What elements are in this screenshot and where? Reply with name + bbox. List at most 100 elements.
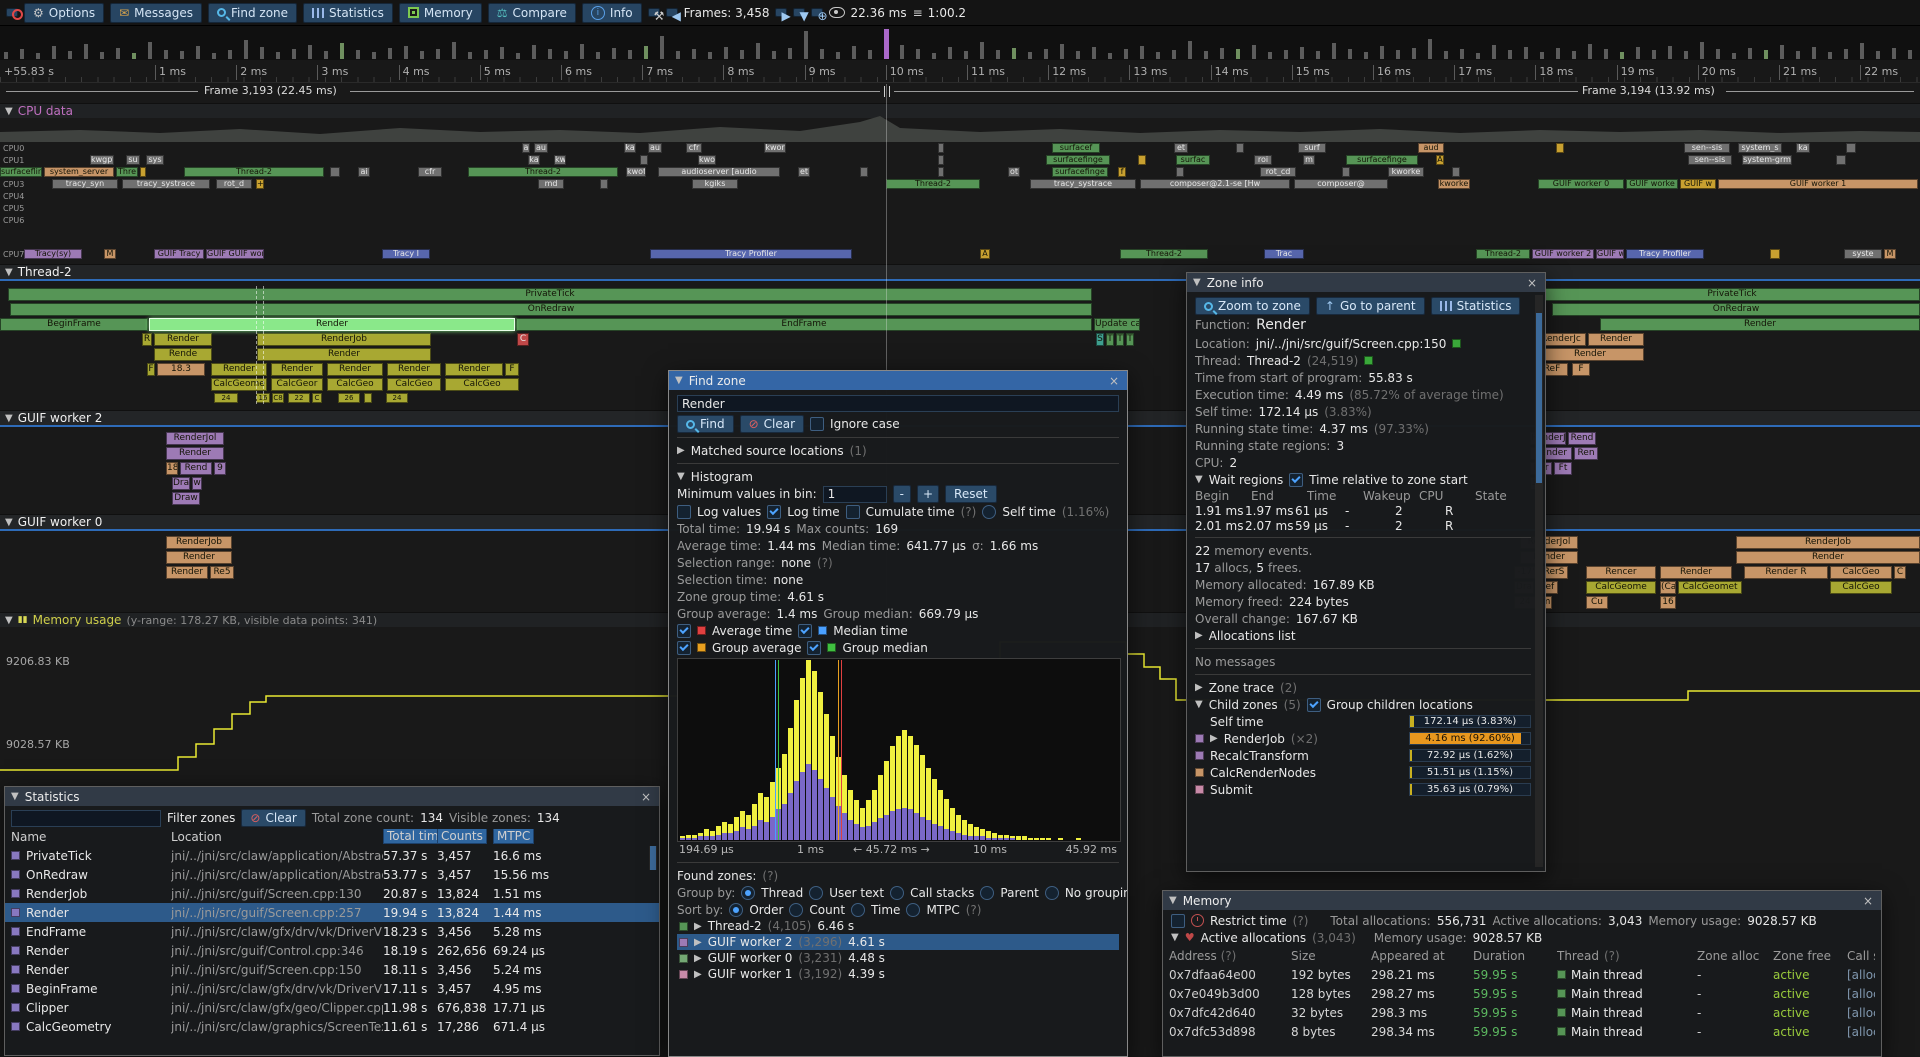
collapse-icon[interactable]: ▼ xyxy=(5,516,13,528)
zone[interactable] xyxy=(1556,143,1564,153)
zone[interactable]: m xyxy=(1303,155,1315,165)
zone[interactable]: aud xyxy=(1418,143,1444,153)
call-stack-link[interactable]: [alloc] xyxy=(1847,986,1875,1001)
frame-bar[interactable] xyxy=(1236,49,1240,59)
table-row[interactable]: BeginFrame jni/../jni/src/claw/gfx/drv/vk… xyxy=(5,979,659,998)
zone[interactable]: BeginFrame xyxy=(0,318,148,331)
expand-icon[interactable]: ▶ xyxy=(694,920,702,932)
frame-bar[interactable] xyxy=(244,40,248,59)
zone[interactable]: system_s xyxy=(1738,143,1782,153)
frame-bar[interactable] xyxy=(1588,44,1592,59)
frame-bar[interactable] xyxy=(900,45,904,59)
frame-bar[interactable] xyxy=(388,48,392,59)
frame-bar[interactable] xyxy=(724,47,728,59)
frame-bar[interactable] xyxy=(340,43,344,59)
zone[interactable]: Render xyxy=(445,363,503,376)
frame-bar[interactable] xyxy=(1124,49,1128,59)
frame-bar[interactable] xyxy=(772,51,776,59)
frame-bar[interactable] xyxy=(1460,49,1464,59)
radio-user-text[interactable] xyxy=(809,885,824,900)
close-icon[interactable]: × xyxy=(1862,893,1874,908)
child-zone-row[interactable]: Self time 172.14 µs (3.83%) xyxy=(1195,713,1531,730)
frame-bar[interactable] xyxy=(1540,52,1544,59)
zone[interactable]: F xyxy=(147,363,155,376)
zone[interactable]: kw xyxy=(554,155,566,165)
zone[interactable]: RenderJob xyxy=(1736,536,1920,549)
frame-bar[interactable] xyxy=(644,46,648,59)
frame-bar[interactable] xyxy=(1572,51,1576,59)
frame-bar[interactable] xyxy=(1076,51,1080,59)
zone[interactable]: Render xyxy=(387,363,441,376)
zone[interactable]: 18 xyxy=(166,462,178,475)
frame-markers[interactable]: Frame 3,193 (22.45 ms) Frame 3,194 (13.9… xyxy=(0,82,1920,100)
allocation-row[interactable]: 0x7e049b3d00 128 bytes 298.27 ms 59.95 s Mai… xyxy=(1163,984,1881,1003)
frame-bar[interactable] xyxy=(1140,46,1144,59)
zone[interactable]: kwo xyxy=(698,155,716,165)
frame-bar[interactable] xyxy=(36,53,40,59)
table-row[interactable]: RenderJob jni/../jni/src/guif/Screen.cpp:… xyxy=(5,884,659,903)
zone[interactable]: RenderJol xyxy=(166,432,224,445)
frame-bar[interactable] xyxy=(164,50,168,59)
zone[interactable]: Trac xyxy=(1264,249,1304,259)
zone[interactable] xyxy=(938,143,944,153)
column-header[interactable]: Duration xyxy=(1473,949,1557,963)
zone-info-titlebar[interactable]: ▼ Zone info × xyxy=(1187,273,1545,292)
zone[interactable]: ka xyxy=(624,143,636,153)
frame-bar[interactable] xyxy=(228,50,232,59)
zone[interactable]: tracy_syn xyxy=(52,179,118,189)
frame-bar[interactable] xyxy=(1652,50,1656,59)
zone[interactable]: A xyxy=(1436,155,1444,165)
zone[interactable]: T xyxy=(1116,333,1124,346)
collapse-icon[interactable]: ▼ xyxy=(1195,474,1203,485)
zone[interactable]: roi xyxy=(1254,155,1272,165)
zone[interactable]: kworke xyxy=(1438,179,1470,189)
call-stack-link[interactable]: [alloc] xyxy=(1847,967,1875,982)
frame-bar[interactable] xyxy=(1796,51,1800,59)
frame-bar[interactable] xyxy=(1780,45,1784,59)
zone[interactable]: GUIF Tracy xyxy=(154,249,204,259)
zone[interactable] xyxy=(330,167,340,177)
zone[interactable]: 9 xyxy=(214,462,226,475)
zone-group-row[interactable]: ▶ GUIF worker 2 (3,296) 4.61 s xyxy=(677,934,1119,950)
zone[interactable]: Ren xyxy=(1574,447,1598,460)
time-ruler[interactable]: +55.83 s 1 ms 2 ms 3 ms 4 ms 5 ms 6 ms 7 ms 8 m… xyxy=(0,60,1920,83)
column-header[interactable]: Size xyxy=(1291,949,1371,963)
frame-bar[interactable] xyxy=(1604,49,1608,59)
log-values-checkbox[interactable] xyxy=(677,504,691,519)
zone[interactable]: 26 xyxy=(338,393,360,403)
zone[interactable]: Render xyxy=(1660,566,1732,579)
zone[interactable]: Rencer xyxy=(1586,566,1656,579)
zone[interactable]: et xyxy=(1174,143,1188,153)
zone[interactable] xyxy=(1138,155,1146,165)
zone[interactable]: composer@ xyxy=(1294,179,1388,189)
zoom-to-zone-button[interactable]: Zoom to zone xyxy=(1195,297,1310,315)
zone[interactable]: surf xyxy=(1298,143,1326,153)
frame-bar[interactable] xyxy=(1732,53,1736,59)
wait-column-header[interactable]: State xyxy=(1475,488,1507,503)
zone[interactable]: S xyxy=(1096,333,1104,346)
zone[interactable]: ka xyxy=(1796,143,1810,153)
column-header[interactable]: Appeared at xyxy=(1371,949,1473,963)
zone[interactable]: CalcGeome xyxy=(211,378,267,391)
zone[interactable]: kwot xyxy=(626,167,646,177)
zone[interactable] xyxy=(140,167,146,177)
zone[interactable]: CalcGeor xyxy=(271,378,323,391)
frame-bar[interactable] xyxy=(996,50,1000,59)
zone[interactable] xyxy=(1452,167,1460,177)
zone[interactable]: CalcGeo xyxy=(1830,581,1892,594)
zone[interactable] xyxy=(1770,249,1780,259)
frame-bar[interactable] xyxy=(1012,48,1016,59)
close-icon[interactable]: × xyxy=(1526,275,1538,290)
zone[interactable]: kwgpt xyxy=(90,155,114,165)
zone[interactable]: CalcGeo xyxy=(445,378,519,391)
zone[interactable]: tracy_systrace xyxy=(1030,179,1136,189)
frame-bar[interactable] xyxy=(468,52,472,59)
frame-bar[interactable] xyxy=(276,52,280,59)
zone[interactable]: Render xyxy=(211,363,267,376)
goto-frame-button[interactable]: ⊕ xyxy=(811,8,828,22)
group-children-checkbox[interactable] xyxy=(1306,697,1321,712)
zone[interactable]: CalcGeo xyxy=(1830,566,1892,579)
child-zone-row[interactable]: Submit 35.63 µs (0.79%) xyxy=(1195,781,1531,798)
zone[interactable]: T xyxy=(1126,333,1134,346)
frame-bar[interactable] xyxy=(1316,51,1320,59)
